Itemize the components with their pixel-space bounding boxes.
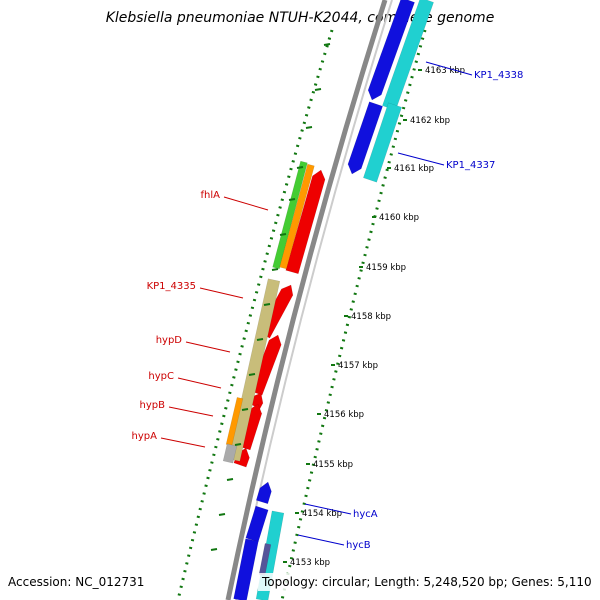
gene-blue-bottom-feature[interactable] bbox=[233, 538, 259, 600]
ring-dash bbox=[323, 43, 331, 46]
callout-line bbox=[425, 61, 473, 76]
gene-callouts: fhlA KP1_4335 hypD hypC hypB hypA KP1_4338 KP1_… bbox=[132, 61, 523, 551]
ring-dash bbox=[305, 126, 313, 129]
gene-cyan-mid-feature[interactable] bbox=[363, 102, 402, 183]
ring-dash bbox=[218, 513, 226, 516]
gene-label-hycA[interactable]: hycA bbox=[353, 509, 378, 520]
callout-line bbox=[160, 437, 206, 448]
gene-label-KP1_4337[interactable]: KP1_4337 bbox=[446, 160, 495, 171]
callout-line bbox=[304, 503, 352, 515]
gene-label-fhlA[interactable]: fhlA bbox=[201, 190, 221, 201]
tick-label: 4163 kbp bbox=[425, 66, 465, 76]
accession-text: Accession: NC_012731 bbox=[8, 575, 144, 589]
outer-dotted-ring bbox=[176, 29, 334, 600]
tick-label: 4154 kbp bbox=[302, 509, 342, 519]
ring-dash bbox=[271, 268, 279, 271]
callout-line bbox=[397, 152, 445, 166]
gene-label-KP1_4335[interactable]: KP1_4335 bbox=[147, 281, 196, 292]
callout-line bbox=[223, 196, 269, 211]
tick-label: 4161 kbp bbox=[394, 164, 434, 174]
topology-text: Topology: circular; Length: 5,248,520 bp… bbox=[261, 575, 592, 589]
map-title: Klebsiella pneumoniae NTUH-K2044, comple… bbox=[106, 10, 495, 26]
tick-label: 4162 kbp bbox=[410, 116, 450, 126]
gene-KP1_4337-feature[interactable] bbox=[347, 101, 383, 175]
gene-label-hypC[interactable]: hypC bbox=[148, 371, 174, 382]
gene-gray-feature[interactable] bbox=[222, 443, 238, 464]
ring-dash bbox=[279, 233, 287, 236]
callout-line bbox=[297, 534, 345, 546]
gene-label-hypB[interactable]: hypB bbox=[140, 400, 166, 411]
callout-line bbox=[199, 287, 244, 299]
footer-backdrop bbox=[258, 573, 594, 591]
ring-dash bbox=[248, 373, 256, 376]
ring-dash bbox=[234, 443, 242, 446]
callout-line bbox=[177, 377, 222, 389]
callout-line bbox=[185, 341, 231, 353]
tick-label: 4153 kbp bbox=[290, 558, 330, 568]
tick-label: 4160 kbp bbox=[379, 213, 419, 223]
callout-line bbox=[168, 406, 214, 417]
tick-label: 4156 kbp bbox=[324, 410, 364, 420]
kbp-ticks: 4163 kbp 4162 kbp 4161 kbp 4160 kbp 4159 kbp… bbox=[210, 43, 465, 568]
ring-dash bbox=[314, 88, 322, 91]
gene-label-hycB[interactable]: hycB bbox=[346, 540, 371, 551]
ring-dash bbox=[226, 478, 234, 481]
gene-green-feature[interactable] bbox=[272, 160, 308, 270]
ring-dash bbox=[241, 408, 249, 411]
tick-label: 4157 kbp bbox=[338, 361, 378, 371]
ring-dash bbox=[296, 166, 304, 169]
gene-hypA-feature[interactable] bbox=[233, 447, 250, 468]
gene-label-KP1_4338[interactable]: KP1_4338 bbox=[474, 70, 523, 81]
ring-dash bbox=[210, 548, 218, 551]
tick-label: 4159 kbp bbox=[366, 263, 406, 273]
gene-label-hypD[interactable]: hypD bbox=[156, 335, 183, 346]
gene-orange-feature[interactable] bbox=[279, 163, 315, 270]
ring-dash bbox=[263, 303, 271, 306]
gene-hycA-feature[interactable] bbox=[255, 481, 272, 505]
ring-dash bbox=[288, 198, 296, 201]
backbone-outer-line bbox=[225, 0, 388, 600]
ring-dash bbox=[256, 338, 264, 341]
gene-label-hypA[interactable]: hypA bbox=[132, 431, 158, 442]
tick-label: 4155 kbp bbox=[313, 460, 353, 470]
tick-label: 4158 kbp bbox=[351, 312, 391, 322]
gene-blue-top-feature[interactable] bbox=[367, 0, 415, 101]
gene-features bbox=[222, 0, 434, 600]
